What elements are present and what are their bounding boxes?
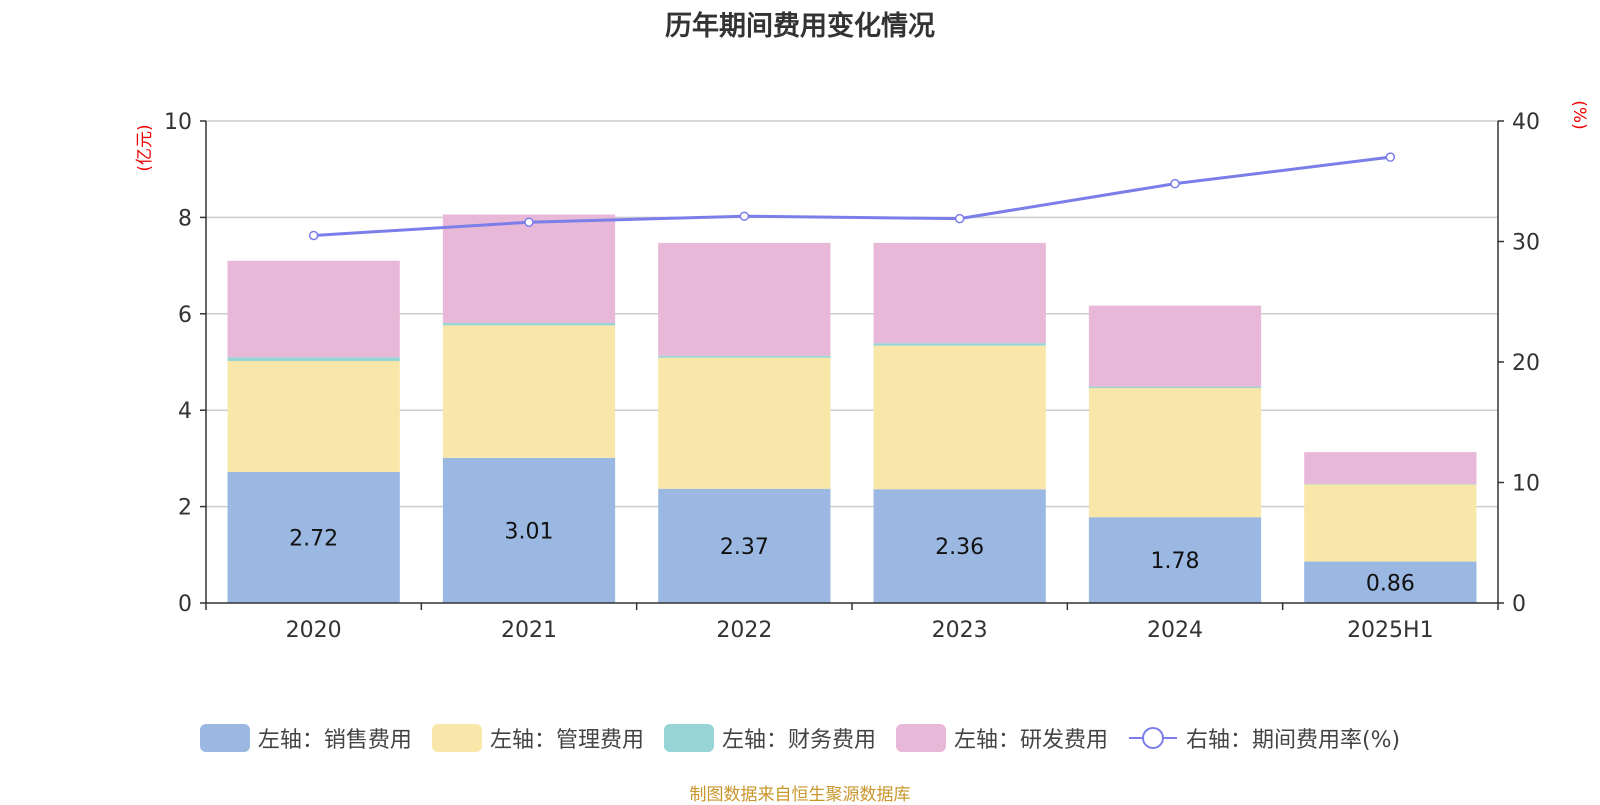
- bar-segment: [1304, 452, 1476, 484]
- x-tick-label: 2020: [286, 618, 342, 643]
- bar-value-label: 2.37: [720, 535, 769, 560]
- legend-label: 右轴：期间费用率(%): [1186, 722, 1400, 754]
- rate-line-point: [956, 215, 964, 223]
- bar-segment: [1089, 388, 1261, 517]
- legend: 左轴：销售费用 左轴：管理费用 左轴：财务费用 左轴：研发费用 右轴：期间费用率(%): [0, 722, 1600, 754]
- right-tick-label: 10: [1512, 472, 1540, 497]
- rate-line-point: [310, 231, 318, 239]
- bar-segment: [874, 343, 1046, 345]
- bar-segment: [658, 243, 830, 356]
- bar-segment: [874, 243, 1046, 343]
- left-tick-label: 4: [178, 399, 192, 424]
- right-tick-label: 20: [1512, 351, 1540, 376]
- legend-item[interactable]: 左轴：财务费用: [664, 722, 876, 754]
- legend-item[interactable]: 左轴：管理费用: [432, 722, 644, 754]
- x-tick-label: 2024: [1147, 618, 1203, 643]
- x-tick-label: 2021: [501, 618, 557, 643]
- left-axis-unit: (亿元): [135, 124, 155, 171]
- x-tick-label: 2023: [932, 618, 988, 643]
- legend-label: 左轴：财务费用: [722, 722, 876, 754]
- bar-segment: [658, 356, 830, 358]
- legend-label: 左轴：管理费用: [490, 722, 644, 754]
- legend-label: 左轴：研发费用: [954, 722, 1108, 754]
- left-tick-label: 10: [164, 110, 192, 135]
- bar-segment: [658, 358, 830, 489]
- bar-segment: [874, 346, 1046, 490]
- right-tick-label: 40: [1512, 110, 1540, 135]
- legend-item[interactable]: 右轴：期间费用率(%): [1128, 722, 1400, 754]
- rate-line-point: [525, 218, 533, 226]
- bar-value-label: 2.72: [289, 526, 338, 551]
- bar-segment: [443, 215, 615, 323]
- bar-segment: [443, 325, 615, 458]
- bar-segment: [228, 357, 400, 361]
- right-tick-label: 30: [1512, 231, 1540, 256]
- rate-line: [310, 153, 1395, 239]
- left-tick-label: 2: [178, 496, 192, 521]
- right-tick-label: 0: [1512, 592, 1526, 617]
- chart-canvas: 2.72 3.01 2.37 2.36 1.78 0.86 0 2 4 6 8 10 0 10 20 30 4…: [0, 0, 1600, 720]
- bar-segment: [228, 361, 400, 472]
- x-tick-label: 2025H1: [1347, 618, 1434, 643]
- bar-segment: [1089, 387, 1261, 388]
- bar-segment: [1089, 306, 1261, 387]
- bar-segment: [1304, 484, 1476, 561]
- x-tick-label: 2022: [716, 618, 772, 643]
- legend-item[interactable]: 左轴：销售费用: [200, 722, 412, 754]
- legend-label: 左轴：销售费用: [258, 722, 412, 754]
- rate-line-point: [1171, 180, 1179, 188]
- legend-line-swatch: [1128, 724, 1178, 752]
- bar-segment: [443, 323, 615, 325]
- left-tick-label: 8: [178, 206, 192, 231]
- left-tick-label: 6: [178, 303, 192, 328]
- legend-item[interactable]: 左轴：研发费用: [896, 722, 1108, 754]
- rate-line-point: [740, 212, 748, 220]
- legend-swatch: [896, 724, 946, 752]
- bar-segment: [228, 261, 400, 357]
- rate-line-point: [1386, 153, 1394, 161]
- source-note: 制图数据来自恒生聚源数据库: [0, 780, 1600, 805]
- left-tick-label: 0: [178, 592, 192, 617]
- bar-value-label: 0.86: [1366, 571, 1415, 596]
- bar-value-label: 2.36: [935, 535, 984, 560]
- legend-swatch: [664, 724, 714, 752]
- bar-value-label: 1.78: [1151, 549, 1200, 574]
- right-axis-unit: (%): [1569, 100, 1589, 129]
- bar-value-label: 3.01: [505, 519, 554, 544]
- legend-swatch: [432, 724, 482, 752]
- legend-swatch: [200, 724, 250, 752]
- bar-stacks: [228, 215, 1477, 603]
